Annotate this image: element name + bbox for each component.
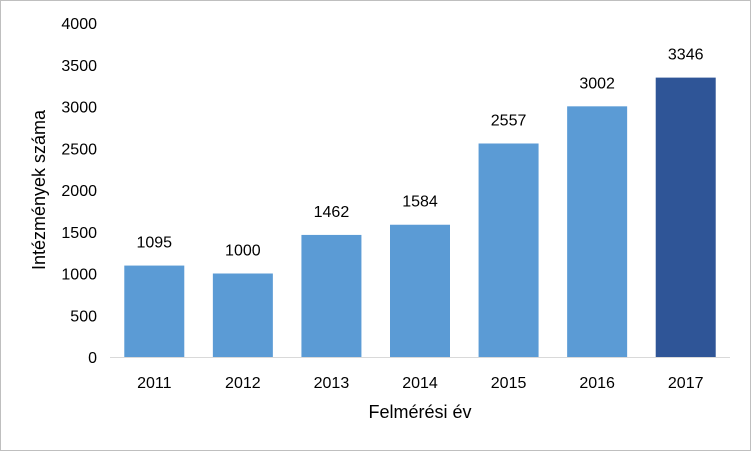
x-tick-label-2015: 2015 bbox=[491, 375, 527, 392]
x-tick-label-2016: 2016 bbox=[579, 375, 615, 392]
bar-2016 bbox=[567, 106, 628, 357]
y-tick-label: 1500 bbox=[61, 225, 97, 242]
data-label-2012: 1000 bbox=[225, 243, 261, 260]
y-tick-label: 3500 bbox=[61, 58, 97, 75]
data-label-2017: 3346 bbox=[668, 47, 704, 64]
y-tick-label: 500 bbox=[70, 308, 97, 325]
x-tick-label-2017: 2017 bbox=[668, 375, 704, 392]
y-tick-label: 0 bbox=[88, 350, 97, 367]
bar-2013 bbox=[301, 234, 362, 357]
bar-2014 bbox=[390, 224, 450, 357]
x-tick-label-2012: 2012 bbox=[225, 375, 261, 392]
data-label-2015: 2557 bbox=[491, 112, 527, 129]
data-labels: 1095 1000 1462 1584 2557 3002 3346 bbox=[136, 47, 703, 260]
data-label-2011: 1095 bbox=[136, 235, 172, 252]
bar-2011 bbox=[124, 265, 185, 357]
x-tick-label-2013: 2013 bbox=[314, 375, 350, 392]
bar-2012 bbox=[212, 273, 273, 357]
x-axis-title: Felmérési év bbox=[368, 402, 471, 422]
data-label-2016: 3002 bbox=[579, 75, 615, 92]
data-label-2013: 1462 bbox=[314, 204, 350, 221]
data-label-2014: 1584 bbox=[402, 194, 438, 211]
y-tick-label: 2500 bbox=[61, 141, 97, 158]
bar-2015 bbox=[478, 143, 539, 357]
x-tick-label-2011: 2011 bbox=[137, 375, 172, 392]
y-tick-label: 1000 bbox=[61, 267, 97, 284]
y-tick-label: 2000 bbox=[61, 183, 97, 200]
y-axis-title: Intézmények száma bbox=[29, 109, 49, 270]
x-axis-ticks: 2011 2012 2013 2014 2015 2016 2017 bbox=[137, 375, 704, 392]
bar-2017 bbox=[655, 77, 716, 357]
x-tick-label-2014: 2014 bbox=[402, 375, 438, 392]
y-tick-label: 3000 bbox=[61, 100, 97, 117]
y-axis-ticks: 0 500 1000 1500 2000 2500 3000 3500 4000 bbox=[61, 16, 97, 367]
y-tick-label: 4000 bbox=[61, 16, 97, 33]
bars bbox=[124, 77, 716, 357]
